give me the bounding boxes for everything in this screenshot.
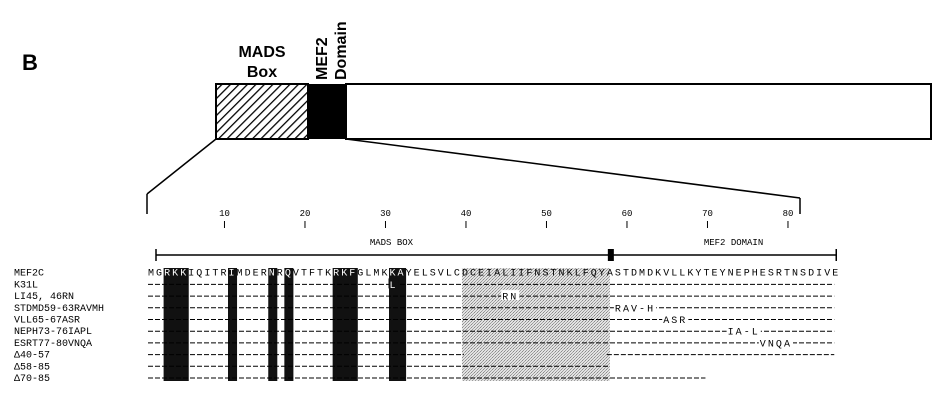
basic-residue-highlight [332, 268, 358, 381]
mutant-name: Δ70-85 [14, 374, 50, 385]
mef2-domain-region [308, 84, 346, 139]
substitution-background [501, 290, 520, 301]
ruler-tick-label: 30 [380, 209, 391, 219]
ruler-tick-label: 80 [783, 209, 794, 219]
shaded-hydrophobic-region [461, 268, 610, 381]
mads-box-ruler-label: MADS BOX [370, 238, 414, 248]
substitution-background [388, 278, 399, 289]
ruler-tick-label: 40 [461, 209, 472, 219]
mads-box-label-line2: Box [247, 64, 277, 81]
wild-type-name: MEF2C [14, 269, 44, 280]
mutant-name: LI45, 46RN [14, 292, 74, 303]
mutant-name: Δ40-57 [14, 351, 50, 362]
domain-boundary-marker [607, 249, 614, 261]
mutant-name: VLL65-67ASR [14, 316, 80, 327]
mutant-name: ESRT77-80VNQA [14, 339, 92, 350]
basic-residue-highlight [163, 268, 189, 381]
substitution-background [662, 313, 689, 324]
mutant-name: K31L [14, 280, 38, 291]
ruler-tick-label: 10 [219, 209, 230, 219]
ruler-tick-label: 50 [541, 209, 552, 219]
zoom-line-left [146, 138, 217, 195]
mads-box-label-line1: MADS [238, 44, 285, 61]
mef2-domain-label-line1: MEF2 [314, 37, 331, 80]
mutant-name: STDMD59-63RAVMH [14, 304, 104, 315]
substitution-background [726, 325, 761, 336]
ruler-tick-label: 60 [622, 209, 633, 219]
basic-residue-highlight [228, 268, 238, 381]
panel-letter: B [22, 50, 38, 75]
substitution-background [613, 301, 657, 312]
basic-residue-highlight [268, 268, 278, 381]
substitution-background [758, 336, 793, 347]
mutant-name: NEPH73-76IAPL [14, 327, 92, 338]
mef2-domain-label-line2: Domain [333, 21, 350, 80]
mads-box-region [215, 83, 309, 140]
mutant-name: Δ58-85 [14, 362, 50, 373]
ruler-tick-label: 20 [300, 209, 311, 219]
ruler: 10 20 30 40 50 60 70 80 MADS BOX MEF2 DOMAIN [155, 209, 837, 261]
substitution-label: L [390, 281, 396, 292]
ruler-tick-label: 70 [702, 209, 713, 219]
zoom-line-right [345, 138, 801, 199]
mef2-domain-ruler-label: MEF2 DOMAIN [704, 238, 763, 248]
c-terminal-region [345, 83, 932, 140]
basic-residue-highlight [284, 268, 294, 381]
